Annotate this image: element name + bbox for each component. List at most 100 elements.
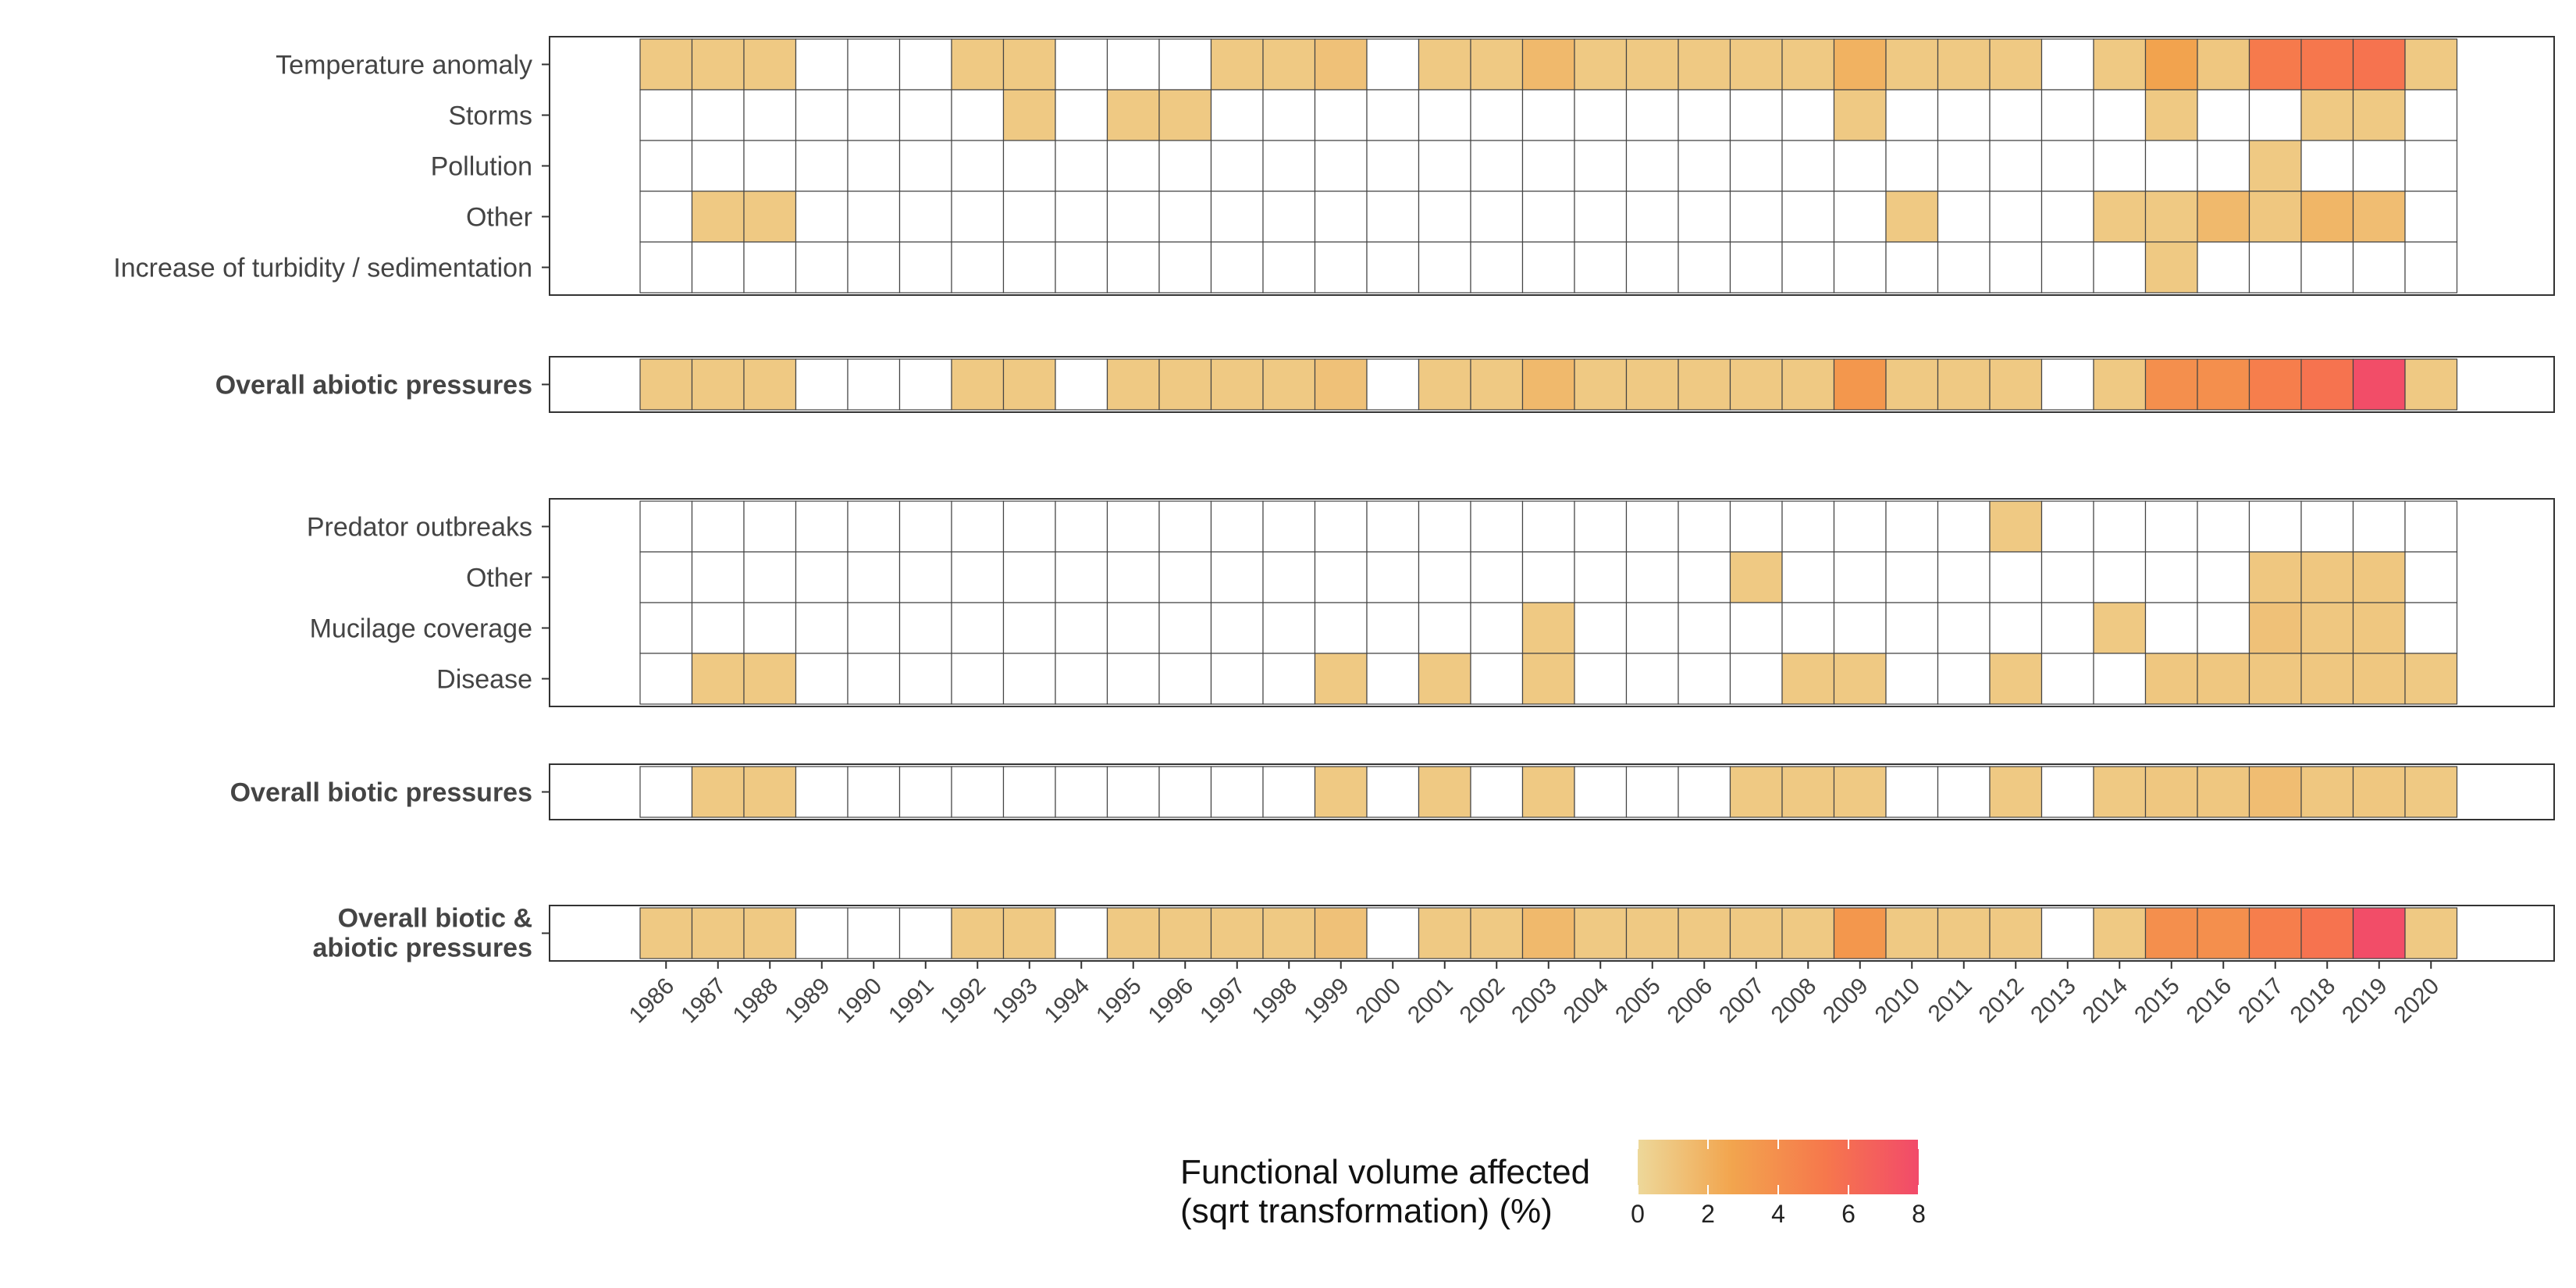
heatmap-row: Temperature anomaly	[276, 38, 2458, 91]
heatmap-cell	[2093, 89, 2147, 141]
heatmap-cell	[1989, 358, 2043, 411]
heatmap-cell	[1262, 766, 1316, 818]
heatmap-cell	[2404, 38, 2458, 91]
heatmap-cell	[2248, 140, 2302, 192]
heatmap-cell	[1314, 500, 1368, 553]
heatmap-cell	[1729, 500, 1783, 553]
heatmap-cell	[691, 190, 745, 243]
x-tick-label: 2001	[1403, 973, 1458, 1029]
heatmap-cell	[2041, 766, 2094, 818]
heatmap-cell	[639, 653, 693, 705]
heatmap-cell	[1262, 551, 1316, 603]
heatmap-cell	[1781, 241, 1835, 294]
heatmap-cell	[1937, 653, 1991, 705]
heatmap-cell	[1521, 358, 1575, 411]
heatmap-cell	[1937, 602, 1991, 654]
heatmap-row: Disease	[436, 653, 2458, 705]
heatmap-cell	[1418, 602, 1471, 654]
heatmap-cell	[2041, 358, 2094, 411]
x-tick-label: 1994	[1040, 973, 1095, 1029]
heatmap-cell	[1937, 190, 1991, 243]
heatmap-cell	[1574, 653, 1628, 705]
heatmap-cell	[1002, 907, 1056, 959]
heatmap-cell	[1625, 602, 1679, 654]
heatmap-cell	[1678, 500, 1731, 553]
heatmap-cell	[1885, 551, 1939, 603]
heatmap-cell	[1210, 140, 1264, 192]
heatmap-cell	[1833, 907, 1887, 959]
heatmap-cell	[1625, 500, 1679, 553]
x-tick-label: 2007	[1714, 973, 1770, 1029]
heatmap-cell	[2144, 190, 2198, 243]
heatmap-cell	[1678, 907, 1731, 959]
heatmap-cell	[1262, 653, 1316, 705]
heatmap-cell	[795, 89, 849, 141]
x-tick-label: 2012	[1974, 973, 2030, 1029]
heatmap-cell	[1366, 190, 1420, 243]
heatmap-cell	[1937, 500, 1991, 553]
heatmap-cell	[2248, 38, 2302, 91]
heatmap-cell	[2404, 190, 2458, 243]
heatmap-cell	[1210, 89, 1264, 141]
heatmap-cell	[1262, 602, 1316, 654]
heatmap-cell	[743, 241, 797, 294]
heatmap-cell	[1158, 602, 1212, 654]
heatmap-cell	[743, 551, 797, 603]
heatmap-cell	[1625, 907, 1679, 959]
heatmap-cell	[2404, 500, 2458, 553]
heatmap-cell	[2300, 89, 2354, 141]
heatmap-cell	[1366, 602, 1420, 654]
heatmap-cell	[1781, 38, 1835, 91]
heatmap-cell	[1158, 653, 1212, 705]
heatmap-cell	[847, 140, 901, 192]
heatmap-cell	[1158, 907, 1212, 959]
x-tick-label: 1999	[1299, 973, 1354, 1029]
heatmap-cell	[2248, 602, 2302, 654]
heatmap-cell	[1106, 653, 1160, 705]
heatmap-cell	[1002, 89, 1056, 141]
heatmap-cell	[1314, 89, 1368, 141]
heatmap-cell	[1833, 140, 1887, 192]
heatmap-row: Storms	[448, 89, 2458, 141]
heatmap-cell	[1470, 766, 1524, 818]
heatmap-cell	[1366, 551, 1420, 603]
heatmap-cell	[2352, 907, 2406, 959]
heatmap-cell	[1729, 907, 1783, 959]
heatmap-cell	[2041, 190, 2094, 243]
heatmap-cell	[1885, 653, 1939, 705]
heatmap-cell	[2248, 766, 2302, 818]
heatmap-cell	[795, 766, 849, 818]
heatmap-cell	[2248, 500, 2302, 553]
heatmap-cell	[2197, 358, 2250, 411]
heatmap-cell	[898, 551, 952, 603]
heatmap-cell	[691, 551, 745, 603]
x-tick-label: 1995	[1091, 973, 1147, 1029]
heatmap-cell	[2248, 89, 2302, 141]
heatmap-cell	[1158, 500, 1212, 553]
heatmap-cell	[795, 907, 849, 959]
heatmap-cell	[2248, 190, 2302, 243]
heatmap-cell	[2197, 766, 2250, 818]
heatmap-cell	[1781, 89, 1835, 141]
heatmap-cell	[1106, 551, 1160, 603]
heatmap-cell	[2093, 358, 2147, 411]
heatmap-cell	[1729, 190, 1783, 243]
heatmap-cell	[847, 500, 901, 553]
x-tick-label: 2011	[1923, 973, 1977, 1027]
heatmap-cell	[795, 140, 849, 192]
heatmap-cell	[1521, 190, 1575, 243]
x-tick-label: 1987	[676, 973, 731, 1029]
heatmap-cell	[639, 190, 693, 243]
heatmap-cell	[951, 38, 1005, 91]
heatmap-row: Other	[466, 551, 2458, 603]
heatmap-cell	[1366, 89, 1420, 141]
heatmap-cell	[1678, 602, 1731, 654]
heatmap-cell	[1470, 358, 1524, 411]
heatmap-cell	[691, 38, 745, 91]
heatmap-cell	[951, 500, 1005, 553]
row-label: Other	[466, 564, 532, 593]
heatmap-cell	[1210, 190, 1264, 243]
heatmap-cell	[1262, 500, 1316, 553]
heatmap-cell	[743, 602, 797, 654]
heatmap-cell	[2352, 89, 2406, 141]
